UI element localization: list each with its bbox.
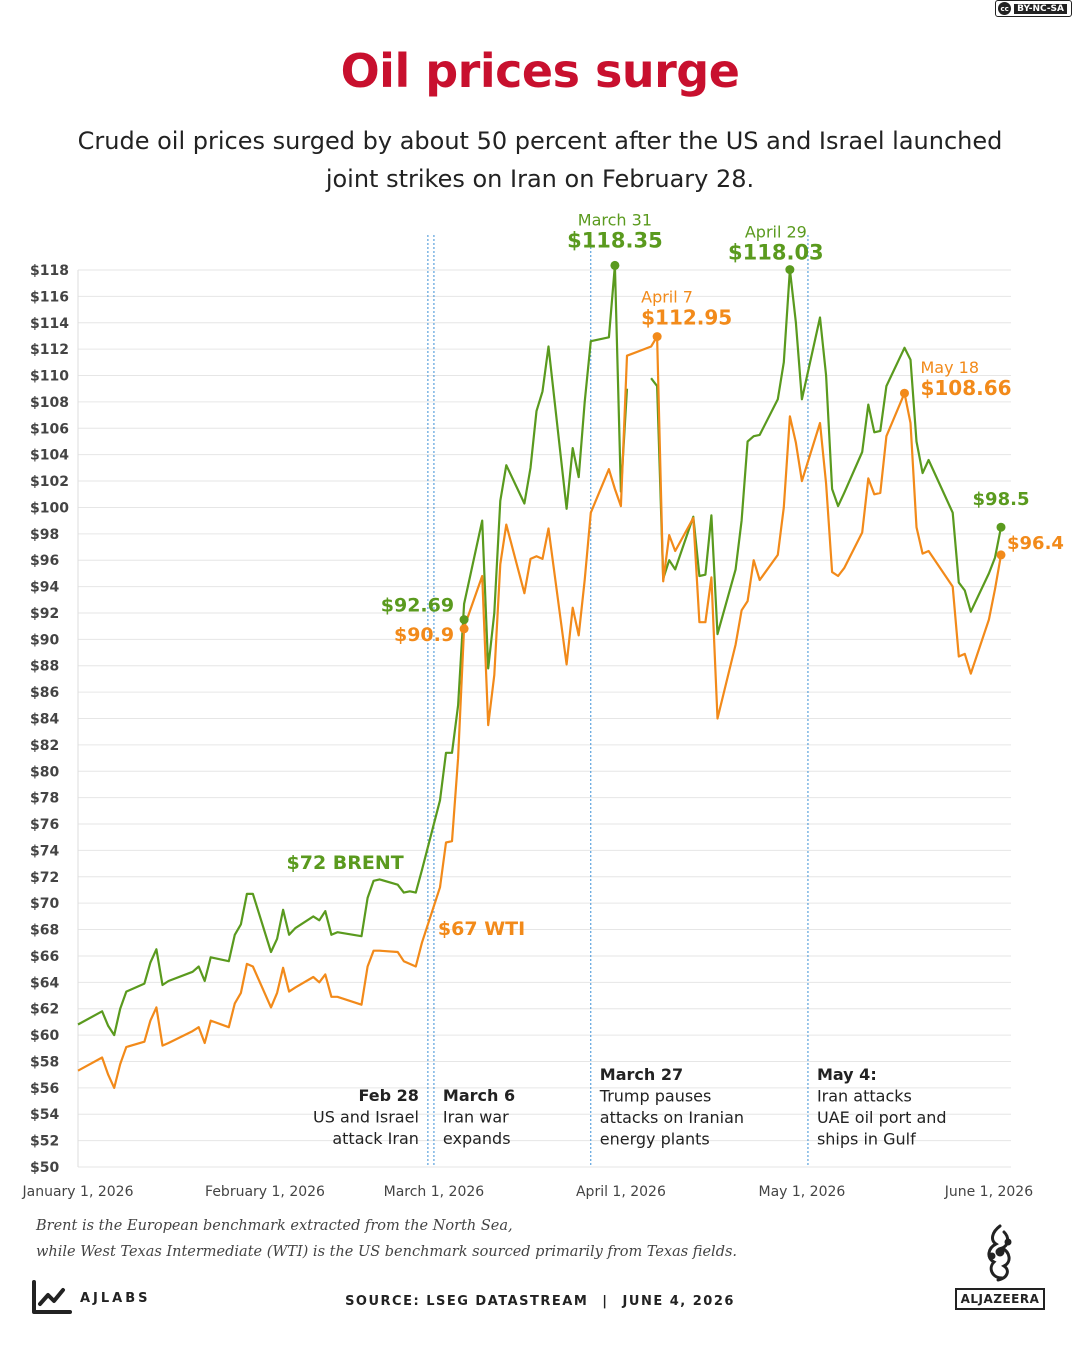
x-tick-label: April 1, 2026 [576,1184,666,1200]
data-label: $96.4 [1007,533,1064,554]
y-tick-label: $106 [30,421,69,437]
event-annotation: US and Israel [313,1108,419,1127]
data-date-label: May 18 [920,358,979,377]
y-tick-label: $82 [30,738,59,754]
source-text: SOURCE: LSEG DATASTREAM [345,1294,589,1309]
aljazeera-logo: ALJAZEERA [950,1222,1050,1310]
data-label: $118.03 [728,241,824,265]
y-tick-label: $96 [30,553,59,569]
y-tick-label: $54 [30,1107,59,1123]
data-point-marker [996,522,1006,532]
series-line-brent [650,268,1003,636]
ajlabs-chart-icon [32,1280,72,1314]
x-tick-label: January 1, 2026 [22,1184,134,1200]
y-tick-label: $84 [30,712,59,728]
data-label: $92.69 [381,595,454,617]
data-label: $98.5 [973,489,1030,510]
y-tick-label: $112 [30,342,69,358]
data-point-marker [459,624,469,634]
y-tick-label: $50 [30,1160,59,1176]
ajlabs-logo: AJLABS [30,1280,151,1316]
series-line-wti [77,335,1003,1089]
ajlabs-text: AJLABS [80,1290,151,1306]
data-date-label: April 29 [745,223,807,242]
y-tick-label: $62 [30,1002,59,1018]
y-tick-label: $76 [30,817,59,833]
event-annotation: expands [443,1129,511,1148]
chart-subtitle: Crude oil prices surged by about 50 perc… [77,127,1003,193]
data-point-marker [652,332,662,342]
y-tick-label: $102 [30,474,69,490]
event-annotation: Iran attacks [817,1087,912,1106]
y-tick-label: $60 [30,1028,59,1044]
data-point-marker [899,388,909,398]
y-tick-label: $72 [30,870,59,886]
data-label: $90.9 [394,624,454,646]
series-label: $67 WTI [438,918,525,940]
y-tick-label: $64 [30,975,59,991]
y-tick-label: $68 [30,923,59,939]
y-tick-label: $58 [30,1054,59,1070]
y-tick-label: $116 [30,289,69,305]
y-tick-label: $56 [30,1081,59,1097]
y-tick-label: $100 [30,500,69,516]
y-tick-label: $88 [30,659,59,675]
data-label: $108.66 [920,376,1011,400]
data-point-marker [610,260,620,270]
y-tick-label: $90 [30,632,59,648]
y-tick-label: $74 [30,843,59,859]
source-line: SOURCE: LSEG DATASTREAM | JUNE 4, 2026 [345,1294,735,1309]
source-date: JUNE 4, 2026 [622,1294,735,1309]
event-annotation: Trump pauses [599,1087,712,1106]
y-tick-label: $94 [30,580,59,596]
chart-title: Oil prices surge [340,44,740,98]
event-annotation: UAE oil port and [817,1108,947,1127]
event-annotation: attacks on Iranian [600,1108,744,1127]
footnote: Brent is the European benchmark extracte… [36,1213,936,1265]
data-date-label: April 7 [641,288,693,307]
data-label: $112.95 [641,306,732,330]
x-tick-label: March 1, 2026 [384,1184,485,1200]
y-tick-label: $92 [30,606,59,622]
data-point-marker [996,550,1006,560]
event-annotation: Iran war [443,1108,509,1127]
y-tick-label: $110 [30,369,69,385]
x-tick-label: June 1, 2026 [944,1184,1033,1200]
y-tick-label: $78 [30,791,59,807]
aljazeera-wordmark: ALJAZEERA [954,1288,1046,1310]
oil-price-chart: $50 $52 $54 $56 $58 $60 $62 $64 $66 $68 $70 $72 $74 $… [22,210,1064,1200]
data-point-marker [785,265,795,275]
y-tick-label: $98 [30,527,59,543]
license-text: BY-NC-SA [1014,3,1067,14]
license-badge: cc BY-NC-SA [995,0,1072,17]
y-tick-label: $114 [30,316,69,332]
event-annotation: Feb 28 [358,1086,418,1105]
x-tick-label: February 1, 2026 [205,1184,325,1200]
event-annotation: ships in Gulf [817,1130,916,1149]
aljazeera-emblem-icon [987,1224,1012,1282]
event-annotation: energy plants [600,1130,710,1149]
y-tick-label: $80 [30,764,59,780]
y-tick-label: $86 [30,685,59,701]
footnote-line: Brent is the European benchmark extracte… [36,1218,513,1234]
series-line-brent [77,264,629,1037]
data-label: $118.35 [567,228,663,252]
y-tick-label: $70 [30,896,59,912]
creative-commons-icon: cc [998,2,1012,15]
event-annotation: May 4: [817,1065,877,1084]
y-tick-label: $108 [30,395,69,411]
y-tick-label: $118 [30,263,69,279]
event-annotation: attack Iran [332,1129,419,1148]
data-point-marker [459,615,469,625]
y-tick-label: $66 [30,949,59,965]
y-tick-label: $52 [30,1134,59,1150]
series-label: $72 BRENT [287,852,404,874]
y-tick-label: $104 [30,448,69,464]
event-annotation: March 27 [600,1065,683,1084]
footnote-line: while West Texas Intermediate (WTI) is t… [36,1244,738,1260]
event-annotation: March 6 [443,1086,515,1105]
data-date-label: March 31 [578,210,652,229]
x-tick-label: May 1, 2026 [758,1184,845,1200]
